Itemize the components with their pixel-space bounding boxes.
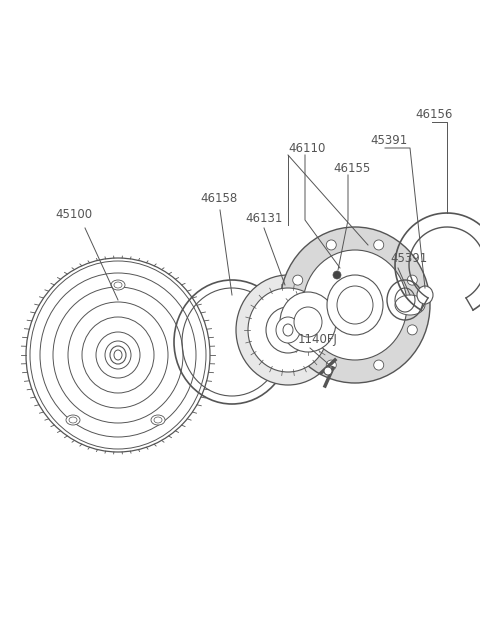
Ellipse shape <box>333 271 341 279</box>
Ellipse shape <box>337 286 373 324</box>
Ellipse shape <box>69 417 77 423</box>
Text: 1140FJ: 1140FJ <box>298 333 338 346</box>
Ellipse shape <box>326 360 336 370</box>
Ellipse shape <box>408 325 417 335</box>
Ellipse shape <box>374 240 384 250</box>
Ellipse shape <box>280 227 430 383</box>
Text: 46156: 46156 <box>415 108 452 121</box>
Ellipse shape <box>395 295 425 315</box>
Ellipse shape <box>283 324 293 336</box>
Ellipse shape <box>293 325 303 335</box>
Ellipse shape <box>324 367 332 375</box>
Text: 46131: 46131 <box>245 211 282 225</box>
Ellipse shape <box>154 417 162 423</box>
Ellipse shape <box>114 282 122 288</box>
Ellipse shape <box>326 240 336 250</box>
Ellipse shape <box>111 280 125 290</box>
Text: 45100: 45100 <box>55 208 92 221</box>
Ellipse shape <box>276 317 300 343</box>
Ellipse shape <box>408 275 417 285</box>
Ellipse shape <box>110 346 126 364</box>
Ellipse shape <box>327 275 383 335</box>
Ellipse shape <box>114 350 122 360</box>
Text: 45391: 45391 <box>370 134 407 147</box>
Ellipse shape <box>248 288 328 372</box>
Ellipse shape <box>303 250 407 360</box>
Ellipse shape <box>294 307 322 337</box>
Ellipse shape <box>374 360 384 370</box>
Text: 45391: 45391 <box>390 251 427 264</box>
Ellipse shape <box>236 275 340 385</box>
Text: 46158: 46158 <box>200 192 237 205</box>
Ellipse shape <box>266 307 310 353</box>
Text: 46110: 46110 <box>288 141 325 154</box>
Ellipse shape <box>151 415 165 425</box>
Ellipse shape <box>417 286 433 304</box>
Ellipse shape <box>293 275 303 285</box>
Ellipse shape <box>66 415 80 425</box>
Text: 46155: 46155 <box>333 162 370 175</box>
Ellipse shape <box>280 292 336 352</box>
